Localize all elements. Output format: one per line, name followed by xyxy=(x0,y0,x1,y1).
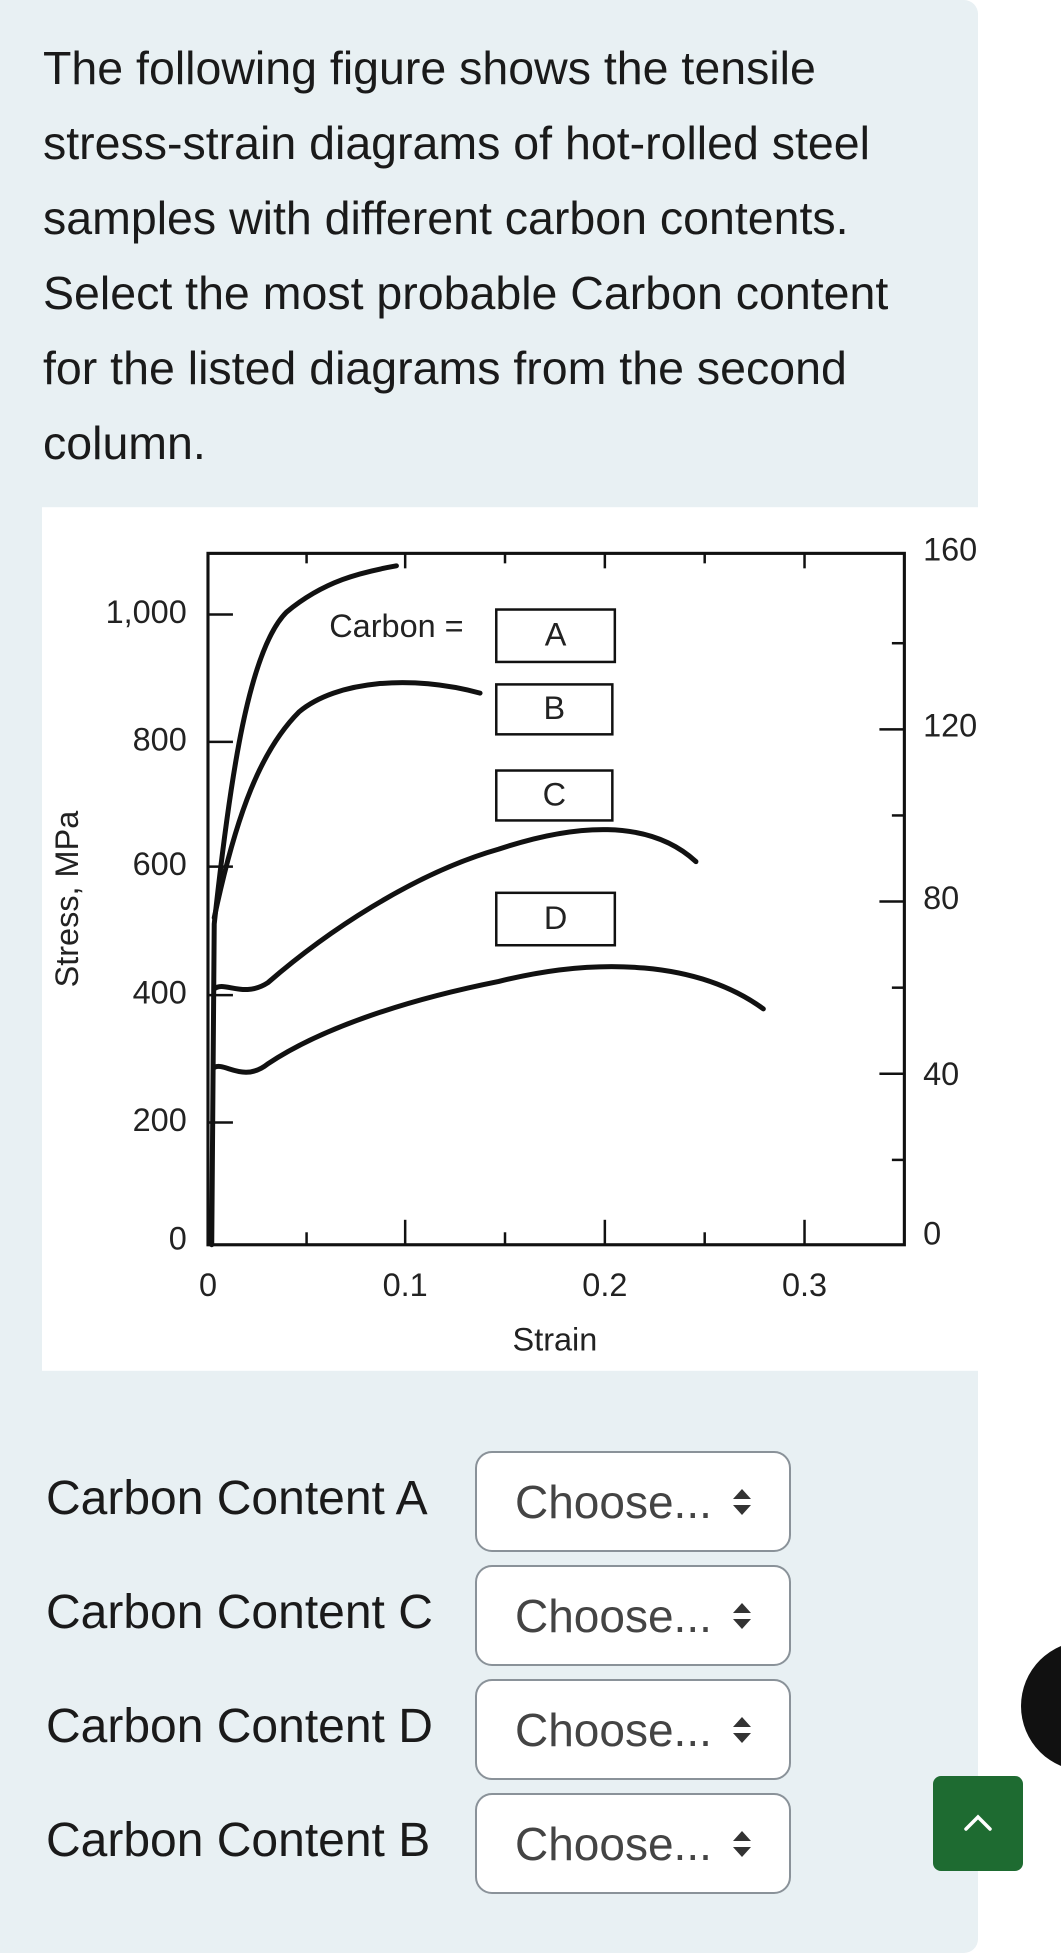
y2-tick-label: 0 xyxy=(923,1216,941,1252)
y-tick-label: 800 xyxy=(133,721,187,757)
y-axis-label: Stress, MPa xyxy=(49,810,85,988)
question-text: The following figure shows the tensile s… xyxy=(43,42,889,469)
legend-prefix: Carbon = xyxy=(329,608,463,644)
row-label: Carbon Content C xyxy=(46,1586,433,1639)
plot-frame xyxy=(206,551,906,1247)
y-tick-label: 600 xyxy=(133,846,187,882)
y-tick-label: 1,000 xyxy=(106,594,187,630)
y-tick-label: 0 xyxy=(169,1221,187,1257)
y2-tick-label: 80 xyxy=(923,880,959,916)
curve-label-box xyxy=(495,608,617,664)
floating-button[interactable] xyxy=(1021,1641,1061,1771)
y2-tick-label: 160 xyxy=(923,532,977,568)
curve-label: C xyxy=(543,776,566,812)
x-tick-label: 0.3 xyxy=(782,1267,827,1303)
x-axis-label: Strain xyxy=(513,1322,598,1358)
y-tick-label: 400 xyxy=(133,975,187,1011)
row-label: Carbon Content B xyxy=(46,1814,431,1867)
curve-label: A xyxy=(545,617,567,653)
curve-a xyxy=(209,563,399,1248)
curve-label-box xyxy=(495,891,617,947)
row-label: Carbon Content A xyxy=(46,1472,428,1525)
select-arrows xyxy=(733,1830,751,1857)
row-label: Carbon Content D xyxy=(46,1700,433,1753)
curve-b xyxy=(211,680,483,921)
curve-label: D xyxy=(544,900,567,936)
select-box[interactable]: Choose... xyxy=(475,1679,791,1780)
x-tick-label: 0 xyxy=(199,1267,217,1303)
curve-label: B xyxy=(543,690,565,726)
select-box[interactable]: Choose... xyxy=(475,1451,791,1552)
select-text: Choose... xyxy=(515,1475,712,1528)
x-tick-label: 0.1 xyxy=(383,1267,428,1303)
y2-tick-label: 40 xyxy=(923,1056,959,1092)
y-tick-label: 200 xyxy=(133,1102,187,1138)
y2-tick-label: 120 xyxy=(923,708,977,744)
chevron-up-icon xyxy=(964,1814,992,1831)
curve-label-box xyxy=(495,683,614,736)
curve-d xyxy=(211,964,766,1075)
select-arrows xyxy=(733,1488,751,1515)
select-text: Choose... xyxy=(515,1589,712,1642)
select-arrows xyxy=(733,1716,751,1743)
figure: 0 200 400 600 800 1,000 0 40 80 120 160 0 0.1 0.2 0.3 S… xyxy=(42,507,978,1371)
curve-label-box xyxy=(495,769,614,822)
select-box[interactable]: Choose... xyxy=(475,1565,791,1666)
scroll-top-button[interactable] xyxy=(933,1776,1023,1871)
curve-c xyxy=(211,827,699,993)
select-text: Choose... xyxy=(515,1817,712,1870)
select-text: Choose... xyxy=(515,1703,712,1756)
x-tick-label: 0.2 xyxy=(582,1267,627,1303)
select-box[interactable]: Choose... xyxy=(475,1793,791,1894)
select-arrows xyxy=(733,1602,751,1629)
